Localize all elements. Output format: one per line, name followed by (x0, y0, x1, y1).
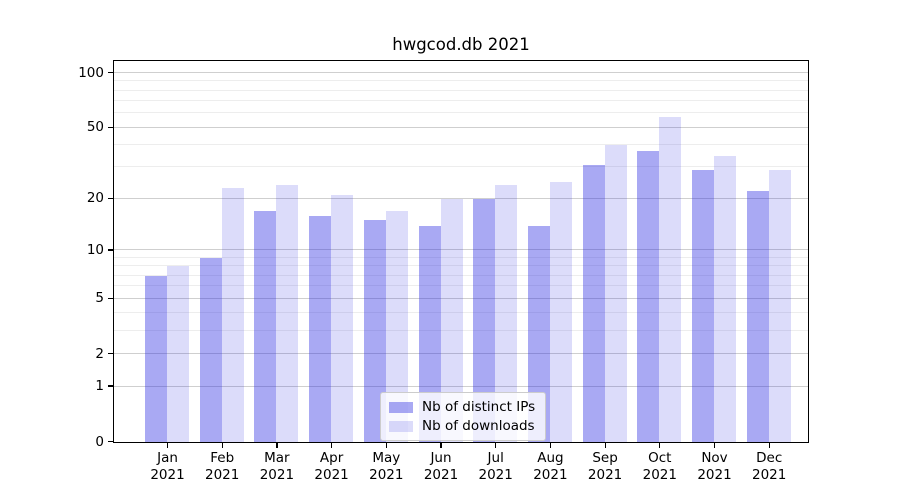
gridline-minor-30 (114, 166, 808, 168)
x-tick-label-may: May 2021 (369, 450, 404, 483)
bar-distinct-ips-sep (582, 164, 605, 442)
gridline-major-5 (114, 297, 808, 299)
bar-distinct-ips-may (363, 220, 386, 442)
gridline-minor-6 (114, 285, 808, 287)
bar-distinct-ips-jan (145, 275, 167, 442)
bar-downloads-jan (167, 266, 189, 442)
x-tick-mark-apr (331, 443, 333, 448)
y-tick-label-1: 1 (95, 378, 104, 395)
bar-distinct-ips-feb (199, 257, 222, 442)
x-tick-label-mar: Mar 2021 (259, 450, 295, 483)
bar-downloads-dec (768, 170, 791, 442)
gridline-minor-60 (114, 112, 808, 114)
gridline-major-100 (114, 72, 808, 74)
y-tick-mark-100 (108, 71, 113, 74)
x-tick-label-sep: Sep 2021 (587, 450, 623, 483)
x-tick-label-feb: Feb 2021 (205, 450, 240, 483)
bar-downloads-apr (331, 194, 354, 442)
x-tick-label-oct: Oct 2021 (642, 450, 677, 483)
x-tick-label-jul: Jul 2021 (478, 450, 513, 483)
gridline-major-20 (114, 197, 808, 199)
x-tick-mark-sep (604, 443, 606, 448)
x-tick-mark-feb (221, 443, 223, 448)
bar-distinct-ips-nov (692, 170, 714, 442)
y-tick-label-10: 10 (86, 241, 104, 258)
legend-swatch-downloads (389, 420, 413, 432)
legend-swatch-distinct-ips (389, 401, 413, 413)
gridline-major-50 (114, 126, 808, 128)
bar-downloads-sep (604, 145, 627, 442)
x-tick-mark-oct (659, 443, 661, 448)
x-tick-mark-aug (549, 443, 552, 448)
y-tick-mark-2 (108, 353, 113, 355)
legend: Nb of distinct IPs Nb of downloads (380, 392, 547, 441)
x-tick-mark-mar (276, 443, 278, 448)
bar-distinct-ips-jul (473, 198, 496, 442)
gridline-minor-3 (114, 330, 808, 332)
plot-area: Nb of distinct IPs Nb of downloads (113, 60, 809, 443)
y-tick-mark-10 (108, 249, 113, 251)
gridline-minor-70 (114, 100, 808, 102)
gridline-major-10 (114, 249, 808, 251)
y-tick-label-0: 0 (95, 433, 104, 450)
legend-item-distinct-ips: Nb of distinct IPs (389, 399, 535, 415)
x-tick-mark-jun (440, 443, 442, 448)
y-tick-mark-5 (108, 297, 113, 299)
x-tick-mark-jan (166, 443, 169, 448)
x-tick-label-jun: Jun 2021 (423, 450, 459, 483)
y-tick-mark-1 (108, 385, 113, 387)
gridline-minor-9 (114, 256, 808, 258)
y-tick-label-100: 100 (78, 64, 104, 81)
bar-distinct-ips-aug (527, 225, 550, 442)
bars-layer (114, 61, 808, 442)
legend-item-downloads: Nb of downloads (389, 418, 535, 434)
gridline-minor-7 (114, 274, 808, 276)
y-tick-mark-20 (108, 197, 113, 199)
gridline-minor-90 (114, 80, 808, 82)
gridline-minor-80 (114, 89, 808, 91)
bar-distinct-ips-mar (254, 210, 277, 442)
legend-label-downloads: Nb of downloads (422, 418, 535, 434)
bar-distinct-ips-oct (637, 151, 660, 442)
y-tick-mark-0 (108, 440, 113, 443)
gridline-minor-8 (114, 265, 808, 267)
bar-downloads-aug (549, 181, 572, 442)
gridlines-layer (114, 61, 808, 442)
x-tick-mark-may (385, 443, 387, 448)
bar-downloads-oct (659, 117, 682, 442)
y-tick-mark-50 (108, 126, 113, 128)
x-tick-mark-jul (495, 443, 497, 448)
bar-distinct-ips-dec (746, 191, 769, 442)
x-tick-mark-nov (713, 443, 716, 448)
x-tick-mark-dec (768, 443, 770, 448)
bar-distinct-ips-apr (309, 215, 332, 442)
bar-distinct-ips-jun (418, 225, 441, 442)
y-tick-label-50: 50 (86, 119, 104, 136)
legend-label-distinct-ips: Nb of distinct IPs (422, 399, 536, 415)
x-tick-label-nov: Nov 2021 (697, 450, 732, 483)
y-tick-label-5: 5 (95, 290, 104, 307)
gridline-major-2 (114, 353, 808, 355)
x-tick-label-apr: Apr 2021 (314, 450, 349, 483)
x-tick-label-dec: Dec 2021 (752, 450, 787, 483)
bar-downloads-jun (440, 198, 463, 442)
bar-downloads-nov (714, 155, 736, 442)
chart-title: hwgcod.db 2021 (392, 35, 530, 54)
bar-downloads-feb (221, 187, 244, 442)
bar-downloads-jul (495, 184, 518, 442)
y-tick-label-20: 20 (86, 190, 104, 207)
x-tick-label-aug: Aug 2021 (533, 450, 568, 483)
bar-downloads-may (385, 210, 408, 442)
gridline-major-1 (114, 385, 808, 387)
y-tick-label-2: 2 (95, 345, 104, 362)
gridline-minor-40 (114, 144, 808, 146)
x-tick-label-jan: Jan 2021 (150, 450, 185, 483)
gridline-minor-4 (114, 312, 808, 314)
bar-downloads-mar (276, 184, 299, 442)
